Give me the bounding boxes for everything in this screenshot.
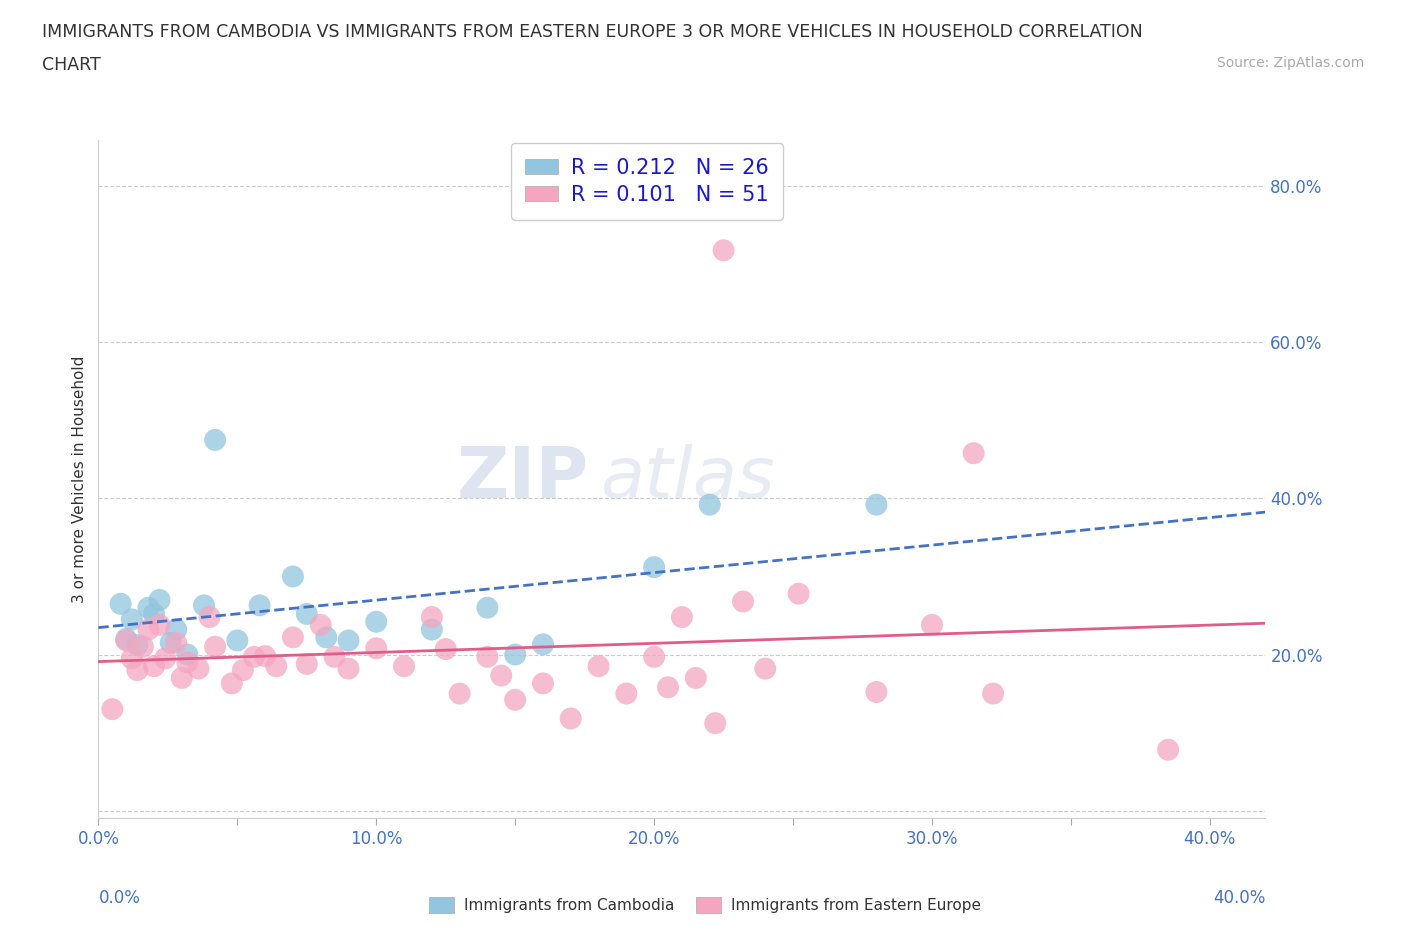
Point	[420, 610, 443, 625]
Point	[449, 686, 471, 701]
Text: CHART: CHART	[42, 56, 101, 73]
Point	[754, 661, 776, 676]
Point	[193, 598, 215, 613]
Text: Immigrants from Cambodia: Immigrants from Cambodia	[464, 898, 675, 913]
Point	[643, 649, 665, 664]
Point	[337, 661, 360, 676]
Point	[503, 692, 526, 707]
Point	[962, 445, 984, 460]
Point	[295, 606, 318, 621]
Y-axis label: 3 or more Vehicles in Household: 3 or more Vehicles in Household	[72, 355, 87, 603]
Point	[204, 639, 226, 654]
Point	[309, 618, 332, 632]
Point	[477, 600, 499, 615]
Point	[787, 586, 810, 601]
Point	[731, 594, 754, 609]
Point	[588, 658, 610, 673]
Point	[295, 657, 318, 671]
Point	[671, 610, 693, 625]
Point	[264, 658, 287, 673]
Point	[165, 635, 187, 650]
Point	[226, 633, 249, 648]
Point	[138, 600, 160, 615]
Point	[420, 622, 443, 637]
Point	[491, 668, 513, 683]
Text: ZIP: ZIP	[457, 445, 589, 513]
Point	[366, 641, 388, 656]
Point	[204, 432, 226, 447]
Point	[713, 243, 735, 258]
Point	[392, 658, 415, 673]
Point	[643, 560, 665, 575]
Point	[281, 569, 304, 584]
Point	[176, 655, 198, 670]
Point	[143, 658, 166, 673]
Point	[323, 649, 346, 664]
Point	[614, 686, 637, 701]
Legend: R = 0.212   N = 26, R = 0.101   N = 51: R = 0.212 N = 26, R = 0.101 N = 51	[510, 143, 783, 219]
Text: IMMIGRANTS FROM CAMBODIA VS IMMIGRANTS FROM EASTERN EUROPE 3 OR MORE VEHICLES IN: IMMIGRANTS FROM CAMBODIA VS IMMIGRANTS F…	[42, 23, 1143, 41]
Point	[657, 680, 679, 695]
Point	[153, 651, 176, 666]
Point	[132, 639, 155, 654]
Point	[503, 647, 526, 662]
Text: atlas: atlas	[600, 445, 775, 513]
Text: 0.0%: 0.0%	[98, 889, 141, 907]
Point	[531, 637, 554, 652]
Point	[121, 612, 143, 627]
Point	[434, 642, 457, 657]
Text: Source: ZipAtlas.com: Source: ZipAtlas.com	[1216, 56, 1364, 70]
Point	[115, 633, 138, 648]
Point	[159, 635, 181, 650]
Point	[477, 649, 499, 664]
Point	[685, 671, 707, 685]
Text: Immigrants from Eastern Europe: Immigrants from Eastern Europe	[731, 898, 981, 913]
Point	[115, 631, 138, 646]
Point	[249, 598, 271, 613]
Point	[148, 592, 170, 607]
Point	[127, 663, 149, 678]
Text: 40.0%: 40.0%	[1213, 889, 1265, 907]
Point	[865, 684, 887, 699]
Point	[170, 671, 193, 685]
Point	[865, 498, 887, 512]
Point	[243, 649, 266, 664]
Point	[148, 618, 170, 632]
Point	[110, 596, 132, 611]
Point	[699, 498, 721, 512]
Point	[981, 686, 1004, 701]
Point	[560, 711, 582, 726]
Point	[221, 676, 243, 691]
Point	[138, 622, 160, 637]
Point	[165, 622, 187, 637]
Point	[315, 630, 337, 644]
Point	[921, 618, 943, 632]
Point	[143, 606, 166, 621]
Point	[281, 630, 304, 644]
Point	[704, 716, 727, 731]
Point	[366, 615, 388, 630]
Point	[101, 702, 124, 717]
Point	[1157, 742, 1180, 757]
Point	[254, 648, 277, 663]
Point	[232, 663, 254, 678]
Point	[127, 638, 149, 653]
Point	[531, 676, 554, 691]
Point	[121, 651, 143, 666]
Point	[198, 610, 221, 625]
Point	[337, 633, 360, 648]
Point	[187, 661, 209, 676]
Point	[176, 647, 198, 662]
